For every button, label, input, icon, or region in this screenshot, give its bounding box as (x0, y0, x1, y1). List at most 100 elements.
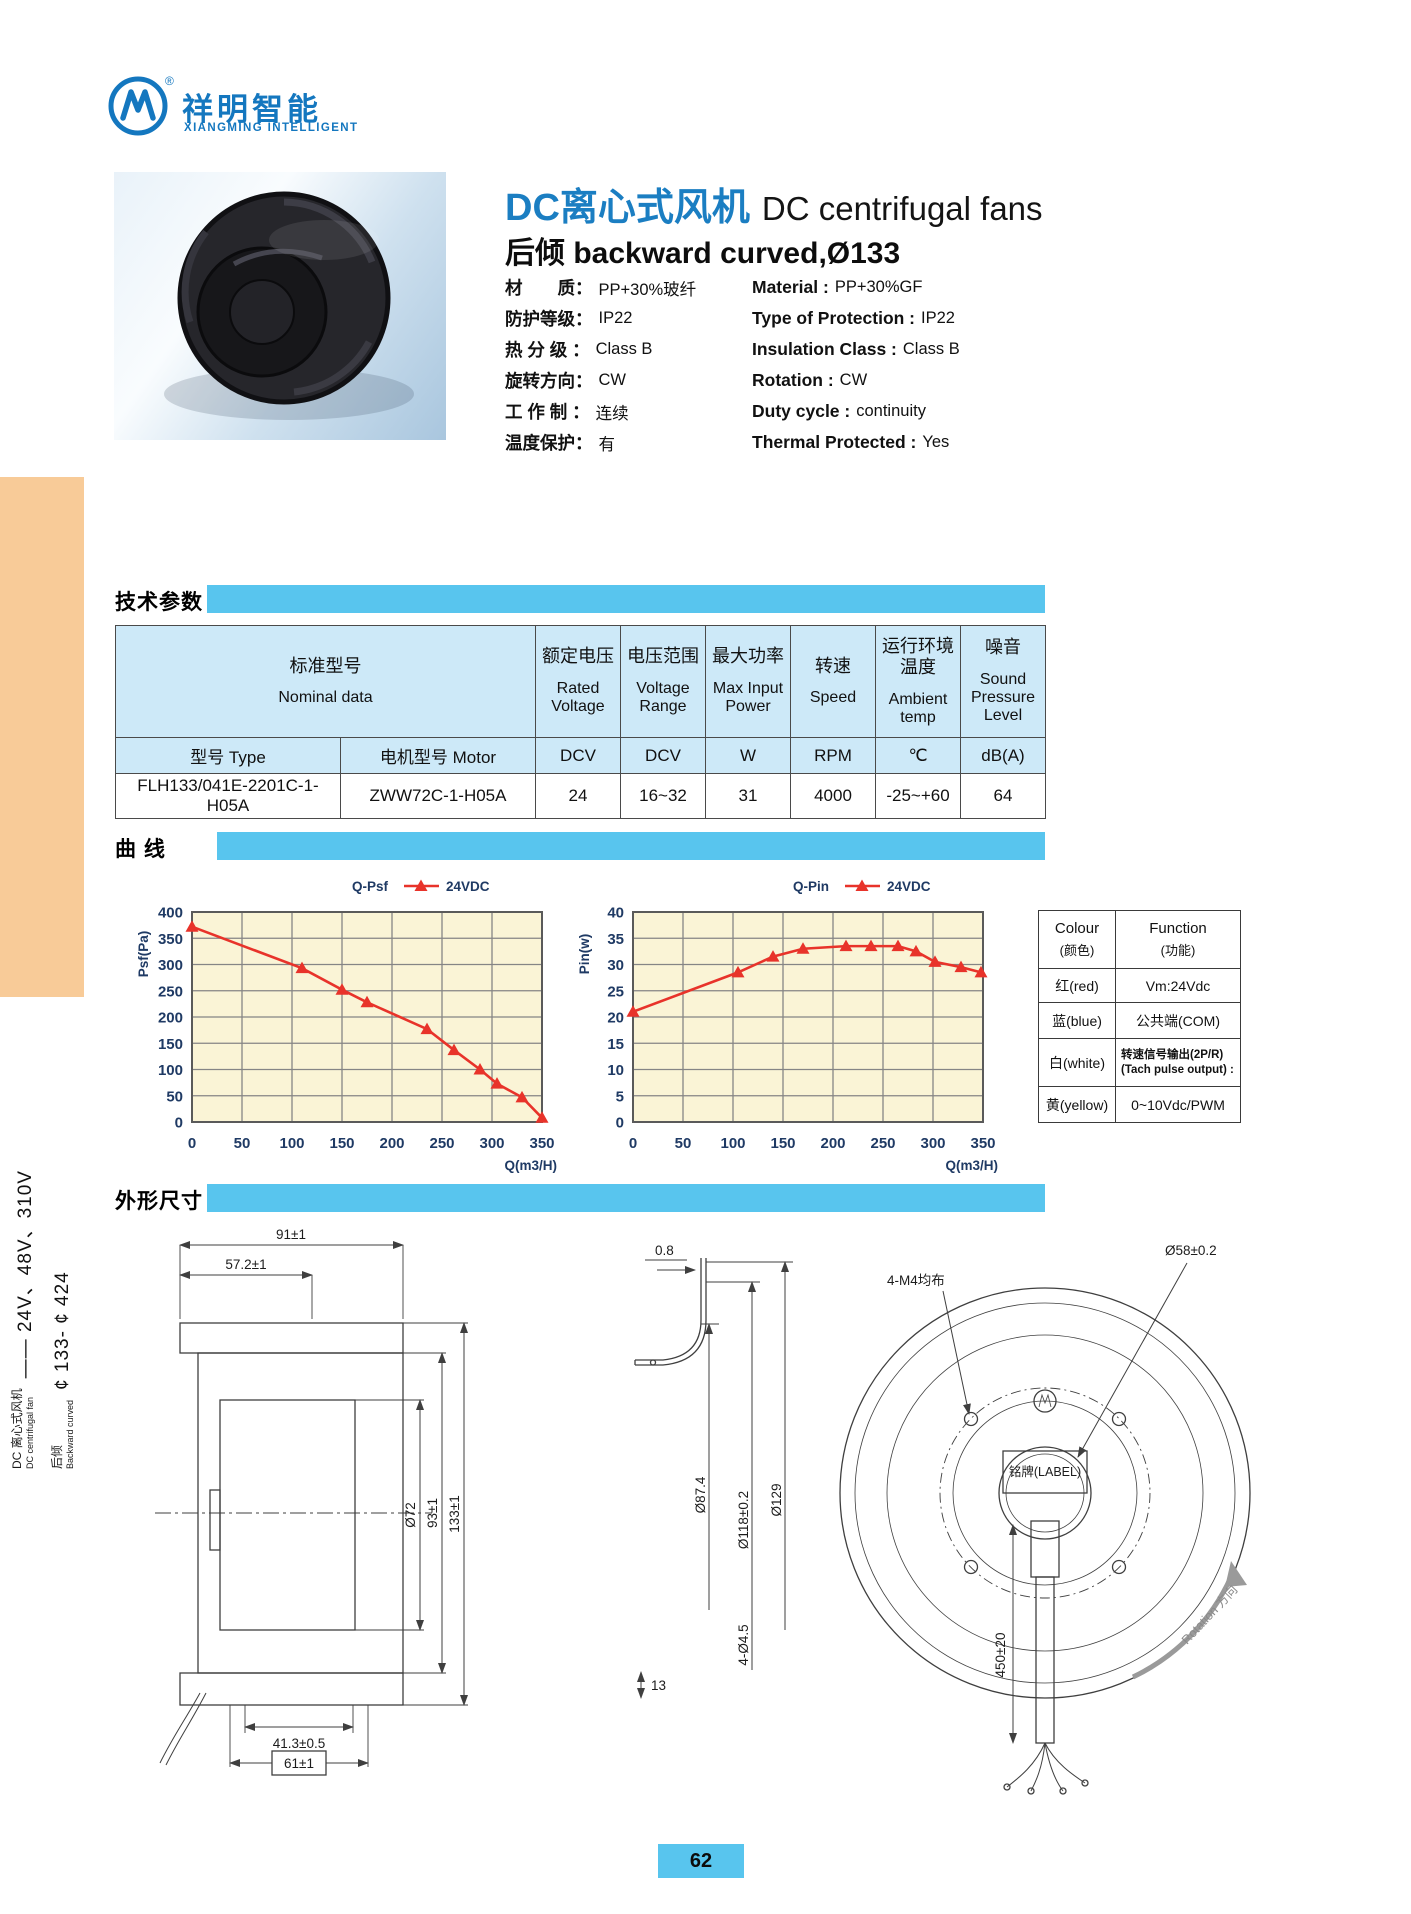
dim-label: 0.8 (655, 1243, 674, 1258)
drawing-back-view: 铭牌(LABEL) 4-M4均布 Ø58±0.2 450±20 Rotation… (839, 1243, 1251, 1795)
svg-text:Q-Psf: Q-Psf (352, 879, 389, 894)
svg-text:250: 250 (429, 1135, 454, 1152)
spec-value: CW (839, 371, 868, 389)
header-unit-c: ℃ (875, 737, 961, 774)
spec-value: CW (598, 371, 627, 389)
cell-voltage-range: 16~32 (620, 773, 706, 819)
header-colour: Colour (颜色) (1038, 910, 1116, 969)
spec-row: 热 分 级 ： Class B (505, 334, 696, 365)
sidebar-line-sizes: 后倾 Backward curved ¢ 133- ¢ 424 (46, 964, 80, 1469)
drawing-side-view: 91±1 57.2±1 Ø72 93±1 133±1 41.3±0.5 61±1 (155, 1227, 468, 1776)
svg-text:150: 150 (158, 1036, 183, 1053)
dim-label: 41.3±0.5 (273, 1736, 325, 1751)
spec-row: Duty cycle : continuity (752, 396, 960, 427)
sidebar-product-cn: DC 离心式风机 (9, 1388, 24, 1469)
spec-row: 防护等级： IP22 (505, 303, 696, 334)
spec-value: 连续 (595, 404, 629, 423)
svg-text:200: 200 (158, 1010, 183, 1027)
spec-label: Type of Protection : (752, 308, 916, 328)
svg-text:100: 100 (279, 1135, 304, 1152)
spec-label: Material : (752, 277, 829, 297)
dim-label: Ø72 (403, 1502, 418, 1528)
dim-label: 93±1 (425, 1498, 440, 1528)
brand-name-en: XIANGMING INTELLIGENT (184, 122, 359, 134)
svg-text:300: 300 (158, 957, 183, 974)
header-motor: 电机型号 Motor (340, 737, 536, 774)
spec-value: IP22 (598, 309, 633, 327)
svg-text:100: 100 (158, 1062, 183, 1079)
svg-text:350: 350 (529, 1135, 554, 1152)
nameplate-label: 铭牌(LABEL) (1009, 1464, 1081, 1479)
spec-value: IP22 (921, 309, 955, 327)
svg-text:40: 40 (607, 905, 624, 922)
spec-label: Insulation Class : (752, 339, 897, 359)
chart-q-psf: 0 50 100 150 200 250 300 350 0 50 100 150 200 250 300 3… (136, 879, 557, 1173)
wire-header-row: Colour (颜色) Function (功能) (1038, 910, 1241, 969)
svg-text:350: 350 (970, 1135, 995, 1152)
dim-label: 450±20 (993, 1633, 1008, 1678)
spec-label: Rotation : (752, 370, 834, 390)
svg-text:50: 50 (675, 1135, 692, 1152)
spec-row: 材 质： PP+30%玻纤 (505, 272, 696, 303)
dim-label: Ø118±0.2 (736, 1491, 751, 1549)
header-voltage-range: 电压范围 Voltage Range (620, 625, 706, 738)
svg-text:200: 200 (820, 1135, 845, 1152)
product-photo (114, 172, 446, 440)
dim-label: 13 (651, 1678, 666, 1693)
header-unit-dcv1: DCV (535, 737, 621, 774)
dim-label: 4-Ø4.5 (736, 1624, 751, 1665)
header-unit-rpm: RPM (790, 737, 876, 774)
spec-list-cn: 材 质： PP+30%玻纤 防护等级： IP22 热 分 级 ： Class B 旋转… (505, 272, 696, 458)
registered-mark: ® (165, 74, 174, 88)
spec-label: 工 作 制 ： (505, 402, 590, 422)
section-bar (207, 1184, 1045, 1212)
spec-row: 工 作 制 ： 连续 (505, 396, 696, 427)
section-bar (217, 832, 1045, 860)
cell-rated-voltage: 24 (535, 773, 621, 819)
cell-speed: 4000 (790, 773, 876, 819)
svg-text:24VDC: 24VDC (887, 879, 931, 894)
svg-text:20: 20 (607, 1010, 624, 1027)
table-header-row-2: 型号 Type 电机型号 Motor DCV DCV W RPM ℃ dB(A) (115, 737, 1046, 774)
svg-text:Psf(Pa): Psf(Pa) (136, 931, 151, 978)
section-bar (207, 585, 1045, 613)
dim-label: Ø87.4 (693, 1476, 708, 1513)
spec-label: 材 质： (505, 278, 593, 298)
svg-text:300: 300 (479, 1135, 504, 1152)
spec-value: Class B (595, 340, 653, 358)
header-max-power: 最大功率 Max Input Power (705, 625, 791, 738)
sidebar-voltage-range: —— 24V、48V、310V (14, 1170, 36, 1379)
cell-max-power: 31 (705, 773, 791, 819)
fan-image (164, 191, 414, 420)
svg-text:15: 15 (607, 1036, 624, 1053)
spec-label: 热 分 级 ： (505, 340, 590, 360)
drawing-inlet-section: 0.8 Ø87.4 Ø118±0.2 Ø129 4-Ø4.5 13 (634, 1243, 793, 1699)
spec-value: 有 (598, 435, 616, 454)
page-title: DC离心式风机 DC centrifugal fans (505, 176, 1043, 231)
dim-label: 61±1 (284, 1756, 314, 1771)
section-title-curves: 曲 线 (115, 838, 166, 861)
sidebar-product-tab: DC 离心式风机 DC centrifugal fan —— 24V、48V、3… (0, 477, 84, 1469)
spec-label: Duty cycle : (752, 401, 851, 421)
svg-text:Q-Pin: Q-Pin (793, 879, 829, 894)
brand-name-cn: 祥明智能 (182, 92, 322, 127)
dim-label: Ø58±0.2 (1165, 1243, 1217, 1258)
svg-text:0: 0 (188, 1135, 196, 1152)
header-unit-dba: dB(A) (960, 737, 1046, 774)
dim-label: 4-M4均布 (887, 1273, 945, 1288)
svg-text:0: 0 (175, 1115, 183, 1132)
spec-value: PP+30%玻纤 (598, 280, 697, 299)
svg-text:25: 25 (607, 983, 624, 1000)
spec-label: 旋转方向： (505, 371, 593, 391)
spec-row: Type of Protection : IP22 (752, 303, 960, 334)
sidebar-type-cn: 后倾 (49, 1444, 64, 1469)
svg-text:350: 350 (158, 931, 183, 948)
spec-row: 温度保护： 有 (505, 427, 696, 458)
svg-text:100: 100 (720, 1135, 745, 1152)
dim-label: Ø129 (769, 1483, 784, 1516)
svg-text:300: 300 (920, 1135, 945, 1152)
svg-text:150: 150 (770, 1135, 795, 1152)
chart-q-pin: 0 50 100 150 200 250 300 350 0 5 10 15 20 25 30 35 40 Pin… (577, 879, 998, 1173)
spec-label: Thermal Protected : (752, 432, 917, 452)
header-type: 型号 Type (115, 737, 341, 774)
